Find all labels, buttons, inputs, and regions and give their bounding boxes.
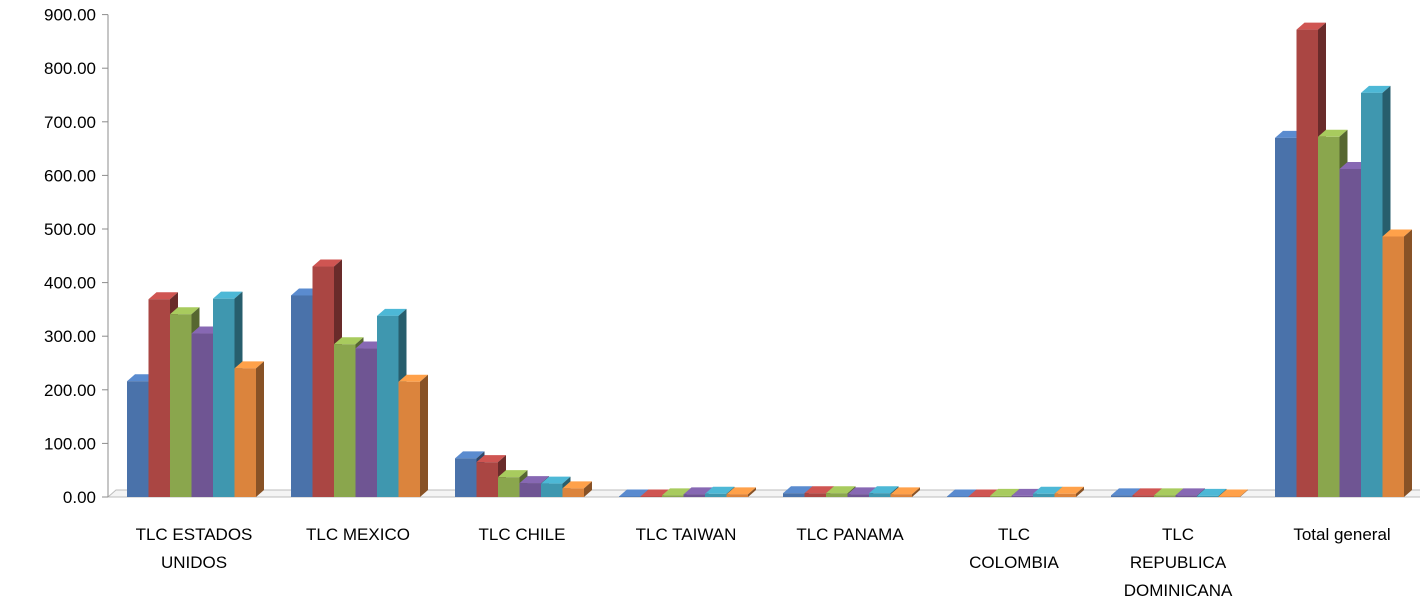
bar xyxy=(1382,229,1412,497)
y-tick-label: 200.00 xyxy=(44,381,96,400)
y-tick-label: 500.00 xyxy=(44,220,96,239)
x-category-label: TLC TAIWAN xyxy=(636,525,737,544)
x-category-label: TLC REPUBLICA DOMINICANA xyxy=(1124,525,1233,600)
x-category-label: Total general xyxy=(1293,525,1390,544)
x-axis-labels: TLC ESTADOS UNIDOS TLC MEXICO TLC CHILE TLC … xyxy=(136,525,1391,600)
x-category-label: TLC COLOMBIA xyxy=(969,525,1059,572)
y-tick-label: 0.00 xyxy=(63,488,96,507)
x-category-label: TLC CHILE xyxy=(479,525,566,544)
x-category-label: TLC MEXICO xyxy=(306,525,410,544)
y-tick-label: 300.00 xyxy=(44,327,96,346)
bar xyxy=(234,361,264,497)
x-category-label: TLC PANAMA xyxy=(796,525,904,544)
bar xyxy=(1218,489,1248,497)
y-tick-label: 400.00 xyxy=(44,274,96,293)
y-tick-label: 800.00 xyxy=(44,59,96,78)
bar xyxy=(726,487,756,497)
y-tick-label: 100.00 xyxy=(44,434,96,453)
x-category-label: TLC ESTADOS UNIDOS xyxy=(136,525,253,572)
y-tick-label: 600.00 xyxy=(44,166,96,185)
bar xyxy=(541,476,571,497)
y-tick-label: 900.00 xyxy=(44,6,96,25)
y-axis: 0.00 100.00 200.00 300.00 400.00 500.00 600.00… xyxy=(44,6,109,507)
y-tick-label: 700.00 xyxy=(44,113,96,132)
bar xyxy=(1054,486,1084,497)
bars xyxy=(127,22,1412,498)
bar xyxy=(562,481,592,497)
bar xyxy=(398,374,428,497)
bar xyxy=(890,487,920,497)
